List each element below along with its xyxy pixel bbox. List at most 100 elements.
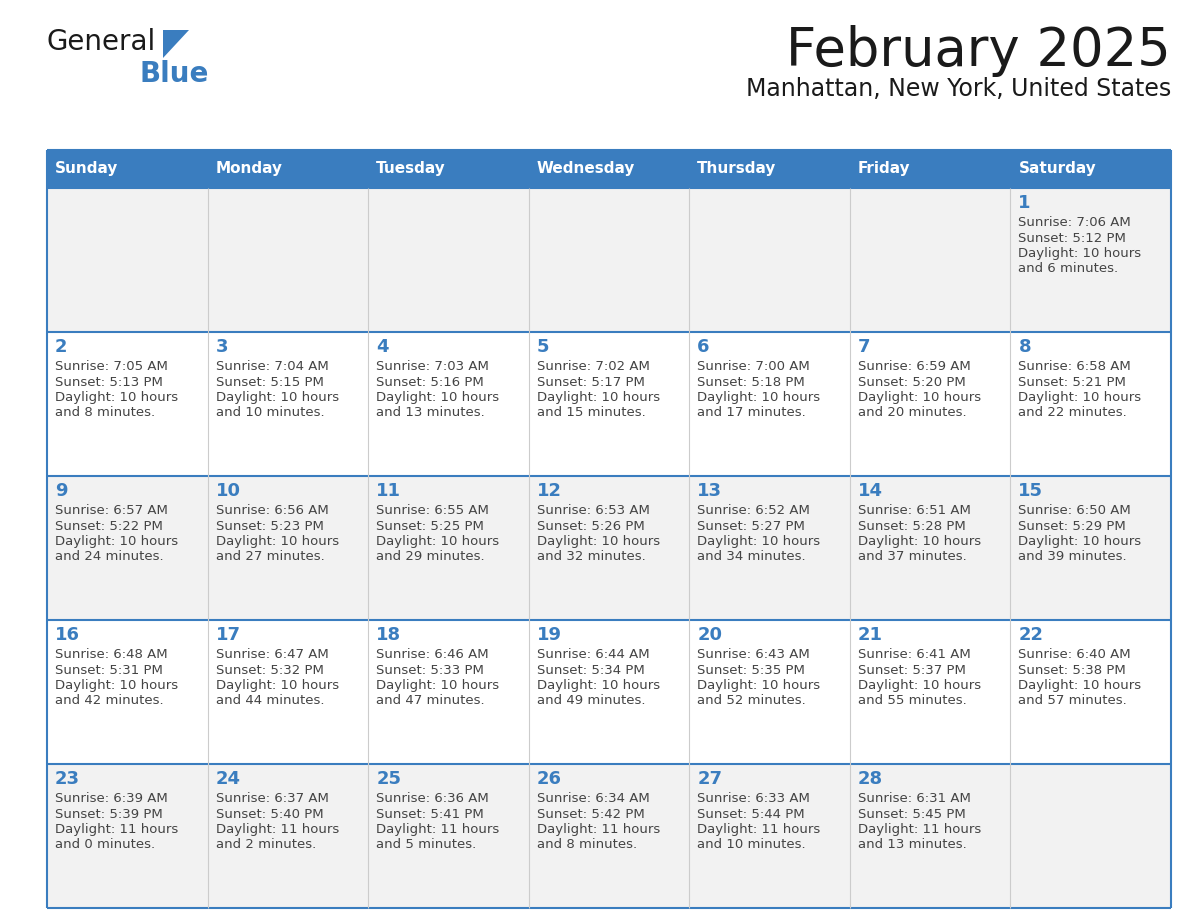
Text: and 37 minutes.: and 37 minutes. — [858, 551, 967, 564]
Bar — [529, 188, 689, 332]
Text: Wednesday: Wednesday — [537, 162, 636, 176]
Text: 22: 22 — [1018, 626, 1043, 644]
Text: Sunrise: 7:03 AM: Sunrise: 7:03 AM — [377, 360, 489, 373]
Bar — [368, 332, 529, 476]
Text: Daylight: 10 hours: Daylight: 10 hours — [537, 679, 659, 692]
Text: Sunset: 5:37 PM: Sunset: 5:37 PM — [858, 664, 966, 677]
Text: Sunrise: 7:05 AM: Sunrise: 7:05 AM — [55, 360, 168, 373]
Bar — [849, 764, 1011, 908]
Text: and 49 minutes.: and 49 minutes. — [537, 695, 645, 708]
Text: Sunset: 5:28 PM: Sunset: 5:28 PM — [858, 520, 966, 532]
Text: Daylight: 10 hours: Daylight: 10 hours — [858, 679, 981, 692]
Text: 27: 27 — [697, 770, 722, 788]
Text: Sunrise: 6:48 AM: Sunrise: 6:48 AM — [55, 648, 168, 661]
Text: and 15 minutes.: and 15 minutes. — [537, 407, 645, 420]
Text: 1: 1 — [1018, 194, 1031, 212]
Polygon shape — [163, 30, 189, 58]
Text: 9: 9 — [55, 482, 68, 500]
Text: 10: 10 — [215, 482, 241, 500]
Text: and 8 minutes.: and 8 minutes. — [537, 838, 637, 852]
Text: Daylight: 10 hours: Daylight: 10 hours — [55, 679, 178, 692]
Text: Sunrise: 6:37 AM: Sunrise: 6:37 AM — [215, 792, 328, 805]
Text: Daylight: 10 hours: Daylight: 10 hours — [55, 535, 178, 548]
Text: Daylight: 10 hours: Daylight: 10 hours — [377, 391, 499, 404]
Text: Daylight: 10 hours: Daylight: 10 hours — [858, 391, 981, 404]
Text: Daylight: 10 hours: Daylight: 10 hours — [215, 679, 339, 692]
Text: and 20 minutes.: and 20 minutes. — [858, 407, 967, 420]
Text: and 39 minutes.: and 39 minutes. — [1018, 551, 1127, 564]
Text: General: General — [48, 28, 157, 56]
Text: Daylight: 10 hours: Daylight: 10 hours — [377, 535, 499, 548]
Bar — [368, 764, 529, 908]
Text: Monday: Monday — [215, 162, 283, 176]
Bar — [689, 188, 849, 332]
Text: 14: 14 — [858, 482, 883, 500]
Text: Daylight: 10 hours: Daylight: 10 hours — [697, 679, 821, 692]
Bar — [689, 476, 849, 620]
Bar — [689, 620, 849, 764]
Bar — [48, 620, 208, 764]
Text: Sunset: 5:38 PM: Sunset: 5:38 PM — [1018, 664, 1126, 677]
Text: Daylight: 10 hours: Daylight: 10 hours — [1018, 679, 1142, 692]
Text: and 55 minutes.: and 55 minutes. — [858, 695, 967, 708]
Text: Sunrise: 6:43 AM: Sunrise: 6:43 AM — [697, 648, 810, 661]
Text: Blue: Blue — [139, 60, 208, 88]
Bar — [368, 620, 529, 764]
Bar — [1011, 620, 1171, 764]
Text: Sunrise: 6:55 AM: Sunrise: 6:55 AM — [377, 504, 489, 517]
Text: and 44 minutes.: and 44 minutes. — [215, 695, 324, 708]
Text: 18: 18 — [377, 626, 402, 644]
Text: Saturday: Saturday — [1018, 162, 1097, 176]
Bar — [689, 764, 849, 908]
Text: Sunrise: 7:06 AM: Sunrise: 7:06 AM — [1018, 216, 1131, 229]
Text: Sunset: 5:33 PM: Sunset: 5:33 PM — [377, 664, 484, 677]
Text: Sunrise: 6:44 AM: Sunrise: 6:44 AM — [537, 648, 650, 661]
Text: 28: 28 — [858, 770, 883, 788]
Text: Sunset: 5:13 PM: Sunset: 5:13 PM — [55, 375, 163, 388]
Text: Daylight: 11 hours: Daylight: 11 hours — [697, 823, 821, 836]
Text: Daylight: 11 hours: Daylight: 11 hours — [377, 823, 499, 836]
Text: Sunrise: 6:57 AM: Sunrise: 6:57 AM — [55, 504, 168, 517]
Text: Sunset: 5:16 PM: Sunset: 5:16 PM — [377, 375, 484, 388]
Text: Friday: Friday — [858, 162, 910, 176]
Text: and 57 minutes.: and 57 minutes. — [1018, 695, 1127, 708]
Text: 24: 24 — [215, 770, 241, 788]
Text: Sunset: 5:17 PM: Sunset: 5:17 PM — [537, 375, 645, 388]
Bar — [529, 476, 689, 620]
Text: 20: 20 — [697, 626, 722, 644]
Text: Sunset: 5:25 PM: Sunset: 5:25 PM — [377, 520, 484, 532]
Text: Daylight: 11 hours: Daylight: 11 hours — [858, 823, 981, 836]
Text: and 5 minutes.: and 5 minutes. — [377, 838, 476, 852]
Bar — [48, 188, 208, 332]
Text: 15: 15 — [1018, 482, 1043, 500]
Text: Sunset: 5:35 PM: Sunset: 5:35 PM — [697, 664, 805, 677]
Text: 4: 4 — [377, 338, 388, 356]
Text: and 10 minutes.: and 10 minutes. — [697, 838, 805, 852]
Text: and 17 minutes.: and 17 minutes. — [697, 407, 805, 420]
Text: February 2025: February 2025 — [786, 25, 1171, 77]
Text: Daylight: 10 hours: Daylight: 10 hours — [1018, 391, 1142, 404]
Bar — [1011, 476, 1171, 620]
Text: Sunset: 5:18 PM: Sunset: 5:18 PM — [697, 375, 805, 388]
Text: 8: 8 — [1018, 338, 1031, 356]
Text: and 10 minutes.: and 10 minutes. — [215, 407, 324, 420]
Text: Sunrise: 6:39 AM: Sunrise: 6:39 AM — [55, 792, 168, 805]
Text: Daylight: 10 hours: Daylight: 10 hours — [215, 535, 339, 548]
Text: Daylight: 10 hours: Daylight: 10 hours — [858, 535, 981, 548]
Text: Sunset: 5:41 PM: Sunset: 5:41 PM — [377, 808, 484, 821]
Text: 12: 12 — [537, 482, 562, 500]
Text: Sunset: 5:12 PM: Sunset: 5:12 PM — [1018, 231, 1126, 244]
Text: and 6 minutes.: and 6 minutes. — [1018, 263, 1119, 275]
Text: and 32 minutes.: and 32 minutes. — [537, 551, 645, 564]
Text: 5: 5 — [537, 338, 549, 356]
Bar — [529, 620, 689, 764]
Bar — [849, 332, 1011, 476]
Text: 17: 17 — [215, 626, 241, 644]
Text: Sunrise: 7:02 AM: Sunrise: 7:02 AM — [537, 360, 650, 373]
Bar — [849, 620, 1011, 764]
Text: Sunrise: 7:04 AM: Sunrise: 7:04 AM — [215, 360, 328, 373]
Text: 23: 23 — [55, 770, 80, 788]
Text: Sunset: 5:39 PM: Sunset: 5:39 PM — [55, 808, 163, 821]
Text: and 34 minutes.: and 34 minutes. — [697, 551, 805, 564]
Text: Tuesday: Tuesday — [377, 162, 446, 176]
